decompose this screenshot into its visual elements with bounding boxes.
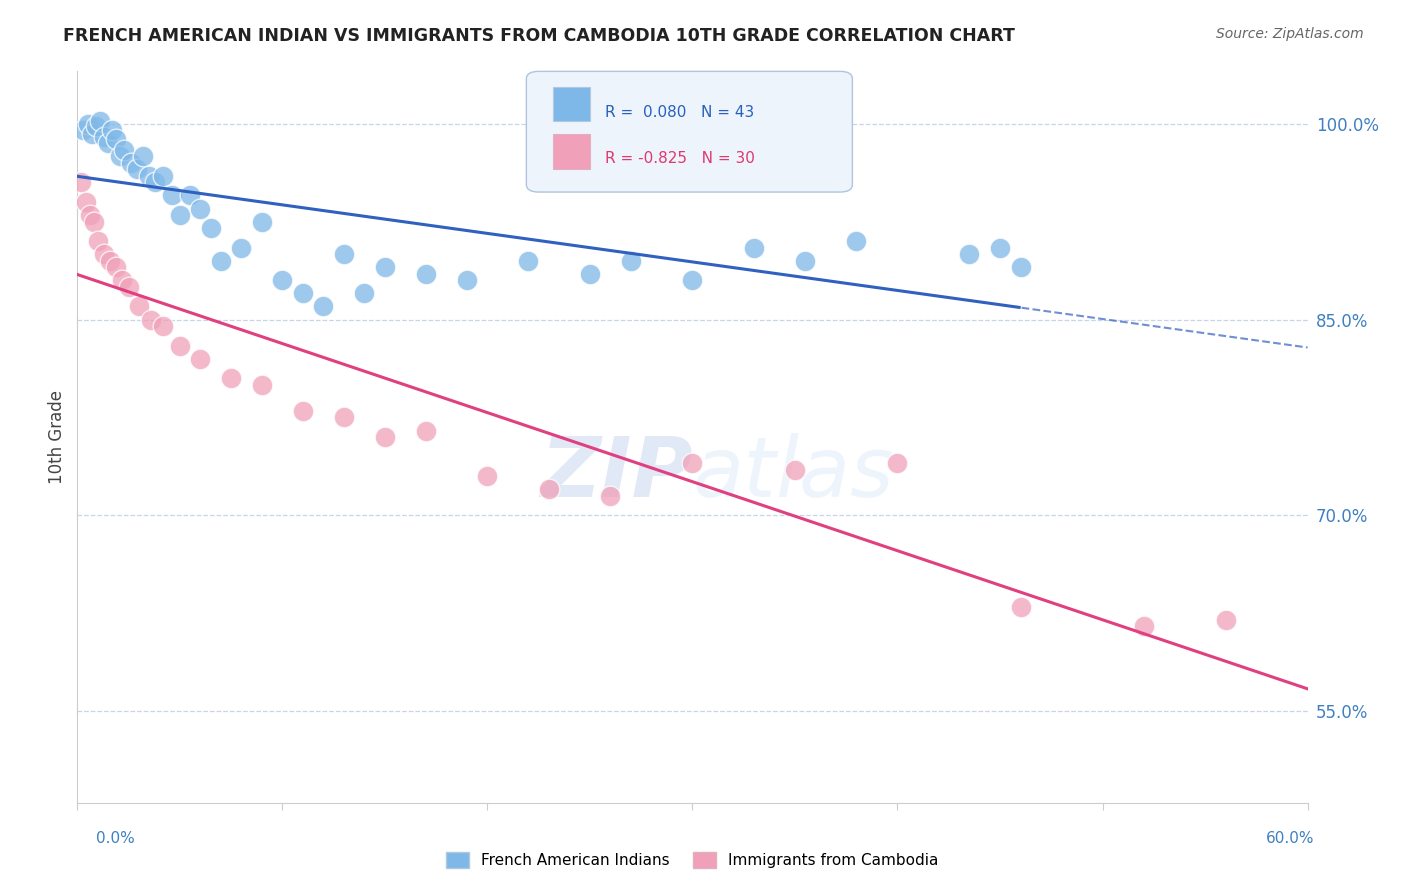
Point: [845, 234, 868, 248]
Point: [110, 149, 132, 163]
Point: [682, 273, 704, 287]
Point: [374, 260, 396, 275]
Point: [141, 312, 163, 326]
Point: [1215, 613, 1237, 627]
Point: [291, 286, 314, 301]
Point: [794, 253, 817, 268]
Point: [415, 424, 437, 438]
FancyBboxPatch shape: [526, 71, 852, 192]
Point: [250, 214, 273, 228]
Point: [98, 253, 121, 268]
Text: R =  0.080   N = 43: R = 0.080 N = 43: [605, 105, 755, 120]
Point: [188, 351, 212, 366]
Point: [333, 410, 356, 425]
Point: [132, 149, 155, 163]
Point: [87, 234, 110, 248]
Point: [620, 253, 643, 268]
Point: [76, 117, 98, 131]
Point: [114, 143, 136, 157]
Point: [79, 208, 101, 222]
Point: [353, 286, 375, 301]
Point: [75, 194, 97, 209]
Bar: [554, 87, 591, 121]
Point: [783, 463, 806, 477]
Point: [80, 127, 103, 141]
Text: 60.0%: 60.0%: [1267, 831, 1315, 846]
Point: [886, 456, 908, 470]
Point: [415, 267, 437, 281]
Point: [120, 155, 142, 169]
Point: [70, 175, 93, 189]
Point: [188, 202, 212, 216]
Point: [579, 267, 602, 281]
Point: [138, 169, 160, 183]
Text: ZIP: ZIP: [540, 434, 693, 514]
Point: [93, 247, 115, 261]
Point: [97, 136, 120, 151]
Text: R = -0.825   N = 30: R = -0.825 N = 30: [605, 151, 755, 166]
Point: [291, 404, 314, 418]
Point: [742, 241, 765, 255]
Point: [160, 188, 183, 202]
Point: [312, 300, 335, 314]
Point: [517, 253, 540, 268]
Point: [456, 273, 478, 287]
Point: [231, 241, 253, 255]
Point: [599, 489, 621, 503]
Point: [957, 247, 980, 261]
Point: [93, 129, 115, 144]
Point: [271, 273, 294, 287]
Point: [988, 241, 1011, 255]
Point: [105, 132, 128, 146]
Text: atlas: atlas: [693, 434, 894, 514]
Bar: [554, 134, 591, 169]
Point: [128, 300, 150, 314]
Point: [89, 114, 111, 128]
Y-axis label: 10th Grade: 10th Grade: [48, 390, 66, 484]
Point: [111, 273, 134, 287]
Point: [72, 123, 94, 137]
Point: [209, 253, 232, 268]
Point: [83, 214, 105, 228]
Point: [1010, 260, 1032, 275]
Point: [250, 377, 273, 392]
Text: Source: ZipAtlas.com: Source: ZipAtlas.com: [1216, 27, 1364, 41]
Point: [143, 175, 166, 189]
Point: [1132, 619, 1154, 633]
Point: [333, 247, 356, 261]
Point: [1010, 599, 1032, 614]
Point: [125, 162, 148, 177]
Point: [169, 339, 191, 353]
Point: [105, 260, 128, 275]
Point: [374, 430, 396, 444]
Point: [537, 483, 560, 497]
Point: [179, 188, 201, 202]
Point: [169, 208, 191, 222]
Point: [477, 469, 499, 483]
Point: [152, 319, 174, 334]
Text: FRENCH AMERICAN INDIAN VS IMMIGRANTS FROM CAMBODIA 10TH GRADE CORRELATION CHART: FRENCH AMERICAN INDIAN VS IMMIGRANTS FRO…: [63, 27, 1015, 45]
Point: [200, 221, 222, 235]
Point: [682, 456, 704, 470]
Point: [101, 123, 124, 137]
Point: [219, 371, 242, 385]
Legend: French American Indians, Immigrants from Cambodia: French American Indians, Immigrants from…: [446, 853, 939, 868]
Point: [117, 280, 139, 294]
Text: 0.0%: 0.0%: [96, 831, 135, 846]
Point: [152, 169, 174, 183]
Point: [84, 120, 107, 134]
